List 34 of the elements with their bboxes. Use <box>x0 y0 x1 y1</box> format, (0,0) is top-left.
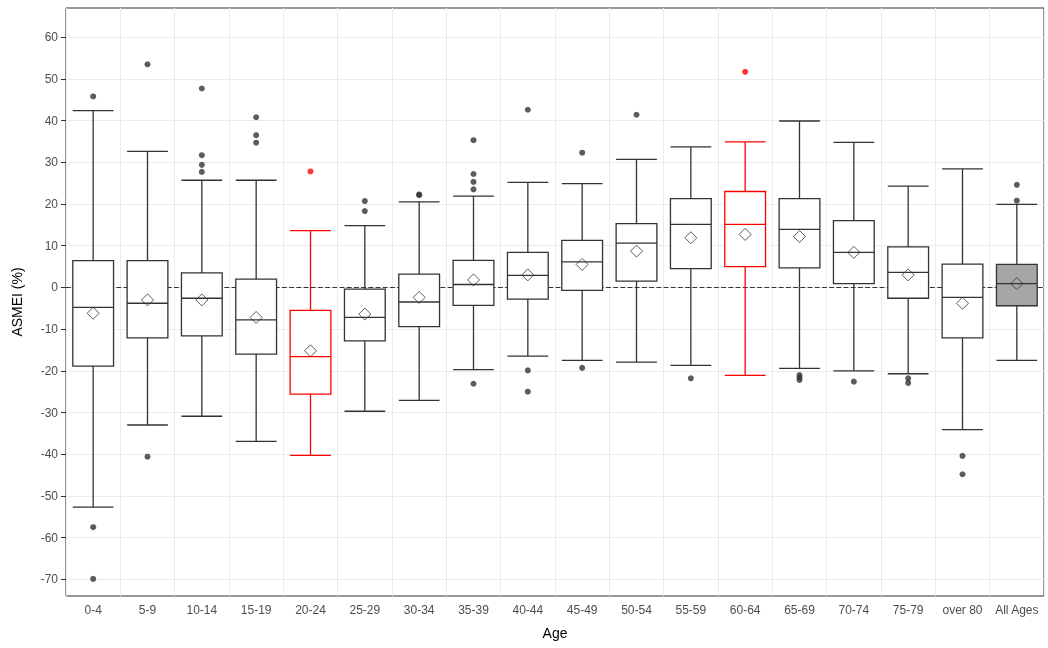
x-tick-label: 10-14 <box>186 603 218 617</box>
x-tick-label: 45-49 <box>566 603 598 617</box>
x-tick-label: 15-19 <box>240 603 272 617</box>
y-tick-label: 30 <box>44 155 59 170</box>
y-tick-label: -10 <box>40 322 59 337</box>
y-tick-label: -30 <box>40 405 59 420</box>
x-tick-label: 40-44 <box>512 603 544 617</box>
x-tick-label: 60-64 <box>729 603 761 617</box>
y-axis-title: ASMEI (%) <box>9 267 25 337</box>
y-tick-label: 20 <box>44 197 59 211</box>
x-tick-label: 25-29 <box>349 603 381 617</box>
y-tick-label: -40 <box>40 447 59 462</box>
y-tick-label: -20 <box>40 363 59 378</box>
x-tick-label: All Ages <box>995 603 1039 617</box>
y-tick-label: -50 <box>40 488 59 503</box>
y-tick-label: 60 <box>44 30 59 45</box>
x-tick-label: 5-9 <box>138 603 157 617</box>
y-tick-label: 40 <box>44 113 59 128</box>
x-tick-label: 75-79 <box>892 603 924 617</box>
x-tick-label: 55-59 <box>675 603 707 617</box>
x-tick-label: 30-34 <box>403 603 435 617</box>
x-tick-label: 35-39 <box>458 603 490 617</box>
x-tick-label: 0-4 <box>84 603 103 617</box>
x-tick-label: 65-69 <box>784 603 816 617</box>
x-tick-label: 20-24 <box>295 603 327 617</box>
x-tick-label: over 80 <box>942 603 983 617</box>
x-tick-label: 50-54 <box>621 603 653 617</box>
y-tick-label: 10 <box>44 238 59 253</box>
x-axis-title: Age <box>542 625 568 641</box>
x-tick-label: 70-74 <box>838 603 870 617</box>
y-tick-label: 0 <box>51 280 59 295</box>
y-tick-label: -60 <box>40 530 59 545</box>
y-tick-label: 50 <box>44 71 59 86</box>
y-tick-label: -70 <box>40 572 59 587</box>
